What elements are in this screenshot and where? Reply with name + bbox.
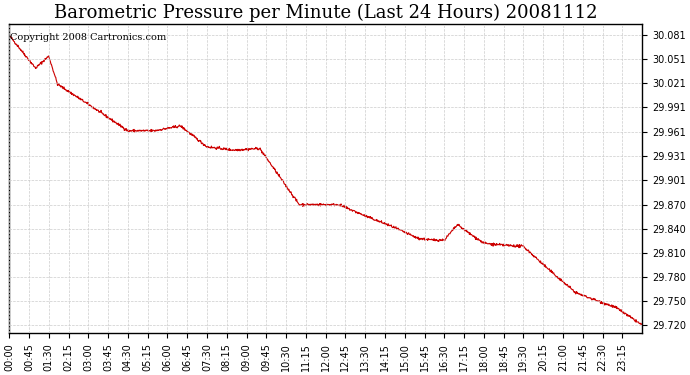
Title: Barometric Pressure per Minute (Last 24 Hours) 20081112: Barometric Pressure per Minute (Last 24 … [54,4,598,22]
Text: Copyright 2008 Cartronics.com: Copyright 2008 Cartronics.com [10,33,167,42]
